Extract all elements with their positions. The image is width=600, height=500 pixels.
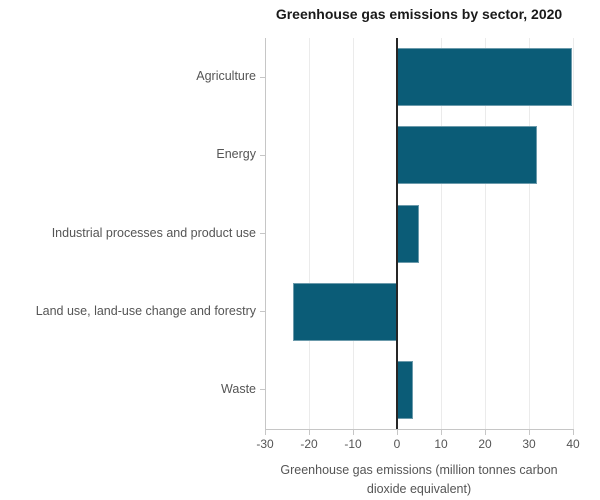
gridline — [528, 38, 530, 429]
plot-area: -30 -20 -10 0 10 20 30 40 — [256, 38, 580, 451]
x-axis-tick-label: -10 — [344, 437, 362, 451]
y-axis-tick — [260, 76, 265, 78]
bar-agriculture — [397, 48, 573, 107]
gridline — [484, 38, 486, 429]
y-axis-tick — [260, 233, 265, 234]
x-axis-tick — [572, 430, 574, 435]
bar-land-use-land-use-change-and-forestry — [292, 282, 397, 341]
x-axis-tick-label: 10 — [434, 437, 448, 451]
y-axis-category-labels: Agriculture Energy Industrial processes an… — [0, 38, 256, 429]
x-axis-tick-label: 30 — [522, 437, 536, 451]
y-axis-category-label: Energy — [216, 147, 256, 162]
x-axis-line — [265, 429, 574, 430]
chart-title: Greenhouse gas emissions by sector, 2020 — [275, 6, 563, 22]
x-axis-tick-label: -30 — [256, 437, 274, 451]
x-axis-tick — [484, 430, 486, 435]
x-axis-tick — [264, 430, 266, 435]
plot-left-border — [265, 38, 266, 429]
x-axis-title: Greenhouse gas emissions (million tonnes… — [280, 463, 558, 496]
x-axis-tick-label: 0 — [393, 437, 401, 451]
bar-industrial-processes-and-product-use — [397, 204, 419, 263]
gridline — [572, 38, 574, 429]
x-axis-tick — [528, 430, 530, 435]
y-axis-category-label: Waste — [221, 381, 256, 396]
bar-energy — [397, 126, 537, 185]
x-axis-tick — [308, 430, 310, 435]
y-axis-tick — [260, 154, 265, 156]
y-axis-tick — [260, 389, 265, 391]
y-axis-category-label: Industrial processes and product use — [51, 225, 256, 240]
y-axis-category-label: Land use, land-use change and forestry — [35, 303, 256, 318]
bar-waste — [397, 360, 414, 419]
y-axis-tick — [260, 311, 265, 313]
x-axis-tick — [396, 430, 398, 435]
x-axis-tick-label: -20 — [300, 437, 318, 451]
x-axis-tick — [352, 430, 354, 435]
gridline — [308, 38, 310, 429]
x-axis-tick-label: 40 — [566, 437, 580, 451]
gridline — [352, 38, 354, 429]
x-axis-tick — [440, 430, 442, 435]
zero-line — [396, 38, 398, 429]
y-axis-category-label: Agriculture — [196, 69, 256, 84]
gridline — [440, 38, 442, 429]
x-axis-tick-label: 20 — [478, 437, 492, 451]
